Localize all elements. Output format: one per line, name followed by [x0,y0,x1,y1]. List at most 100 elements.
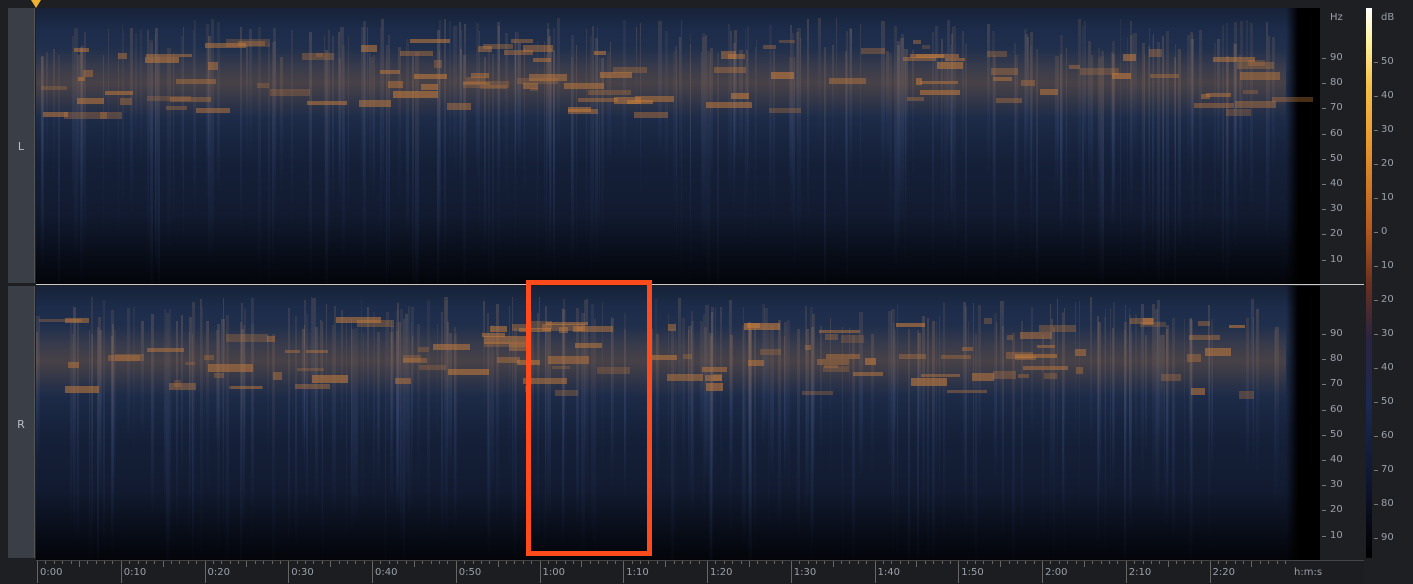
harmonic-band [826,354,861,359]
spectral-streak [1111,53,1115,227]
time-minor-tick [681,561,683,564]
spectral-streak [111,335,113,536]
spectral-streak [81,44,85,200]
time-minor-tick [631,561,633,564]
spectral-streak [817,18,821,150]
spectral-streak [1129,20,1132,204]
time-minor-tick [765,561,767,564]
hz-tick-label: 80 [1330,353,1343,365]
time-minor-tick [78,561,80,567]
spectral-streak [881,20,885,182]
spectral-streak [764,307,768,427]
spectral-streak [388,47,390,209]
hz-tick-label: 50 [1330,428,1343,440]
harmonic-band [522,377,567,385]
db-tick [1374,504,1378,505]
spectral-streak [73,307,77,542]
spectral-streak [1081,25,1084,271]
spectral-streak [514,55,517,173]
spectral-streak [438,50,441,164]
spectral-streak [369,57,373,191]
time-minor-tick [757,561,759,564]
spectral-streak [363,332,365,515]
harmonic-glow [36,48,1286,118]
harmonic-band [947,389,988,394]
spectral-streak [835,18,838,165]
time-tick [204,561,206,583]
spectral-streak [1109,308,1112,503]
hz-tick [1322,234,1326,236]
spectral-streak [1214,42,1216,224]
harmonic-band [104,90,134,95]
time-tick-label: 1:50 [961,567,984,578]
spectral-streak [515,32,517,258]
harmonic-band [40,85,67,90]
spectral-streak [797,28,801,249]
spectral-streak [800,37,802,149]
harmonic-band [1236,62,1275,69]
spectral-streak [437,324,439,449]
spectral-streak [748,328,752,527]
time-minor-tick [1259,561,1261,564]
spectral-streak [449,332,453,475]
time-tick-label: 2:10 [1128,567,1152,578]
spectral-streak [444,18,447,264]
hz-tick [1322,83,1326,85]
spectral-streak [411,306,414,421]
time-minor-tick [690,561,692,564]
harmonic-band [548,356,589,364]
time-minor-tick [882,561,884,564]
spectral-streak [405,314,408,497]
harmonic-band [731,92,750,99]
spectral-streak [593,318,596,557]
hz-tick [1322,158,1326,160]
spectral-streak [215,329,220,449]
time-minor-tick [849,561,851,564]
spectral-streak [440,311,443,542]
spectrogram-channel[interactable] [36,8,1320,284]
channel-tab[interactable] [8,286,35,558]
spectral-streak [41,55,45,269]
harmonic-band [147,347,185,353]
harmonic-band [512,324,532,331]
spectral-streak [888,311,892,468]
time-minor-tick [673,561,675,564]
spectrogram-channel[interactable] [36,286,1320,560]
harmonic-band [907,96,925,101]
harmonic-band [361,44,378,52]
spectral-streak [134,32,137,144]
time-tick [288,561,290,583]
harmonic-band [420,83,439,90]
harmonic-band [510,39,533,43]
spectral-streak [400,308,404,542]
spectral-streak [1000,300,1004,440]
spectral-streak [57,55,60,284]
spectral-streak [931,321,935,560]
time-minor-tick [1075,561,1077,564]
spectral-streak [1190,317,1192,504]
db-tick [1374,436,1378,437]
spectral-streak [729,334,733,479]
time-tick-label: 0:50 [458,567,482,578]
db-tick [1374,300,1378,301]
spectral-streak [949,45,952,219]
spectral-streak [207,35,212,263]
harmonic-band [387,80,404,89]
spectral-streak [733,54,735,220]
harmonic-band [714,67,746,73]
spectral-streak [844,50,848,209]
spectral-streak [398,321,402,519]
spectral-streak [487,313,490,546]
time-minor-tick [489,561,491,564]
spectral-streak [1097,321,1101,502]
spectral-streak [453,26,457,172]
spectral-streak [1190,319,1193,551]
selection-box[interactable] [526,280,652,556]
channel-tab[interactable] [8,8,35,283]
harmonic-band [1038,325,1076,333]
time-minor-tick [832,561,834,567]
spectral-streak [1041,335,1045,543]
spectral-streak [192,302,195,543]
spectral-streak [1267,35,1270,221]
playhead-marker[interactable] [31,0,41,8]
